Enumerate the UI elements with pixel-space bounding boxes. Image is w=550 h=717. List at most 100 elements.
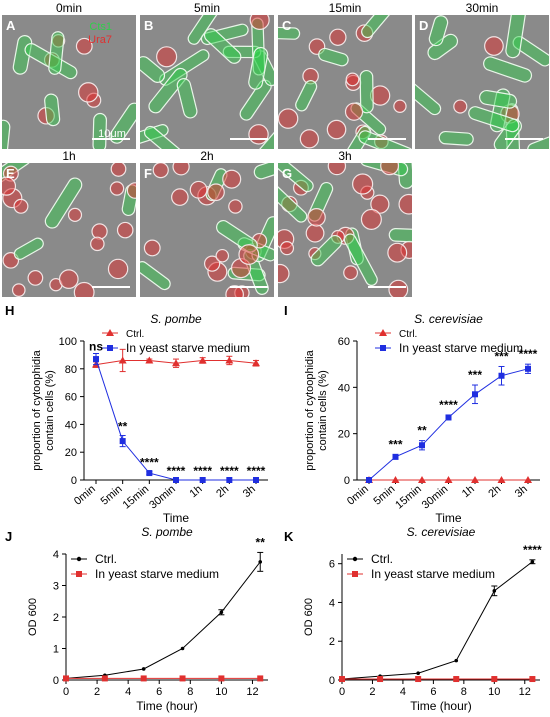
y-tick-label: 1 [53, 644, 59, 656]
cell [228, 199, 243, 214]
cell [393, 99, 407, 113]
x-tick-label: 4 [125, 686, 131, 698]
x-tick-label: 10 [215, 686, 227, 698]
data-point [226, 477, 233, 483]
x-tick-label: 12 [519, 686, 531, 698]
cell [310, 234, 343, 267]
cell [109, 102, 136, 144]
data-point [258, 560, 263, 564]
cell [248, 46, 269, 90]
cell [249, 15, 270, 31]
data-point [172, 359, 180, 367]
cell [468, 106, 520, 133]
data-point [257, 675, 264, 682]
x-tick-label: 30min [147, 483, 178, 511]
x-tick-label: 10 [488, 686, 500, 698]
time-label: 0min [56, 1, 82, 15]
cell [387, 242, 408, 263]
cell [189, 180, 208, 199]
cell [11, 283, 26, 297]
micrograph-panel: F 2h [140, 149, 274, 297]
x-tick-label: 30min [420, 483, 451, 511]
data-point [418, 476, 426, 483]
data-point [472, 391, 478, 398]
data-point [93, 356, 99, 363]
cell [251, 232, 268, 249]
x-tick-label: 15min [121, 483, 152, 511]
y-tick-label: 2 [329, 636, 335, 648]
legend-marker [76, 556, 82, 562]
significance-label: ** [417, 424, 427, 438]
time-label: 3h [338, 149, 351, 163]
cell [109, 181, 125, 196]
cell [222, 45, 262, 59]
cell [126, 182, 136, 199]
cell [329, 28, 347, 46]
cell [2, 176, 17, 196]
x-tick-label: 4 [400, 686, 406, 698]
cell [398, 193, 412, 215]
cell [453, 99, 468, 114]
cell [48, 31, 65, 75]
cell [156, 46, 178, 68]
time-label: 2h [200, 149, 213, 163]
cell [24, 43, 78, 80]
cell [361, 15, 397, 39]
panel-label: I [284, 303, 288, 318]
cell [281, 195, 298, 213]
data-point [253, 477, 259, 483]
significance-label: **** [247, 464, 266, 478]
cell [91, 223, 108, 240]
cell [346, 125, 372, 149]
cell [345, 72, 360, 87]
significance-label: **** [519, 347, 538, 361]
y-tick-label: 40 [338, 382, 350, 394]
significance-label: ** [118, 420, 128, 434]
data-point [218, 675, 225, 682]
cell [327, 163, 347, 176]
legend-ura7: Ura7 [88, 34, 112, 46]
cell [2, 119, 11, 149]
data-point [199, 477, 206, 483]
data-point [445, 414, 452, 421]
cell [278, 263, 290, 284]
cell [505, 15, 526, 59]
significance-label: *** [388, 438, 402, 452]
cell [67, 207, 83, 222]
cell [207, 183, 225, 202]
micrograph-panel: E 1h [2, 149, 136, 297]
significance-label: ** [256, 535, 266, 549]
legend-label: In yeast starve medium [399, 341, 523, 355]
cell-group [2, 31, 136, 149]
cell [248, 124, 269, 145]
cell [369, 85, 391, 106]
panel-label: C [282, 18, 292, 33]
cell [343, 265, 359, 281]
significance-label: **** [140, 456, 159, 470]
cell [278, 26, 301, 40]
chart-title: S. cerevisiae [407, 525, 476, 539]
y-axis-label: OD 600 [27, 598, 39, 636]
cell [225, 285, 244, 297]
data-point [524, 476, 532, 483]
cell [359, 69, 374, 114]
cell [489, 88, 511, 133]
cell [73, 281, 95, 297]
significance-label: **** [220, 464, 239, 478]
x-tick-label: 2 [94, 686, 100, 698]
micrograph-panel: A 0min [2, 1, 136, 149]
y-axis-label-line: proportion of cytoophidia [304, 349, 316, 470]
y-tick-label: 0 [71, 475, 77, 487]
cell [344, 102, 364, 121]
significance-label: ns [89, 340, 103, 354]
cell-group [415, 15, 549, 149]
data-point [529, 676, 536, 683]
cell [278, 108, 299, 129]
legend-label: In yeast starve medium [95, 567, 219, 581]
time-label: 15min [329, 1, 362, 15]
cell [44, 93, 61, 127]
cell [428, 15, 449, 47]
legend-marker [107, 345, 113, 351]
legend-marker [352, 556, 358, 562]
cell [307, 208, 326, 227]
